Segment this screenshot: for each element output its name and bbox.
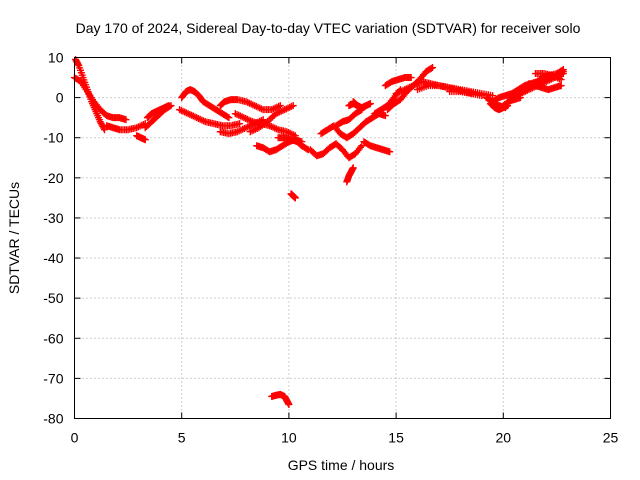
- data-point: [141, 136, 149, 144]
- y-tick-label: -10: [43, 130, 63, 146]
- y-tick-label: 10: [48, 50, 64, 66]
- data-point: [558, 66, 566, 74]
- data-point: [224, 113, 232, 121]
- y-tick-label: 0: [56, 90, 64, 106]
- x-tick-label: 25: [603, 430, 619, 446]
- y-tick-label: -40: [43, 250, 63, 266]
- data-point: [289, 102, 297, 110]
- data-point: [236, 120, 244, 128]
- data-point: [269, 113, 277, 121]
- data-point: [366, 100, 374, 108]
- data-point: [357, 143, 365, 151]
- data-point: [349, 164, 357, 172]
- y-tick-label: -20: [43, 170, 63, 186]
- series-arc-b: [71, 74, 130, 124]
- data-marks: [71, 56, 567, 408]
- x-tick-label: 20: [496, 430, 512, 446]
- data-point: [267, 114, 275, 122]
- data-point: [358, 142, 366, 150]
- series-arc-w: [360, 138, 394, 156]
- plot-frame: [74, 57, 611, 419]
- y-tick-label: -60: [43, 330, 63, 346]
- series-arc-q: [306, 140, 366, 162]
- y-tick-label: -50: [43, 290, 63, 306]
- x-tick-label: 0: [71, 430, 79, 446]
- series-arc-ac: [446, 88, 486, 100]
- series-arc-v: [343, 164, 357, 186]
- data-point: [165, 102, 173, 110]
- series-arc-ai: [525, 80, 565, 94]
- x-tick-label: 15: [388, 430, 404, 446]
- data-point: [427, 64, 435, 72]
- data-point: [386, 148, 394, 156]
- x-axis-label: GPS time / hours: [288, 457, 395, 473]
- series-arc-aj: [531, 70, 565, 84]
- series-arc-d: [133, 132, 149, 144]
- series-arc-u: [349, 98, 374, 112]
- data-point: [429, 64, 437, 72]
- data-point: [559, 66, 567, 74]
- x-tick-label: 10: [281, 430, 297, 446]
- data-point: [303, 145, 311, 153]
- data-point: [291, 194, 299, 202]
- x-tick-label: 5: [178, 430, 186, 446]
- y-axis-label: SDTVAR / TECUs: [6, 182, 22, 294]
- data-point: [407, 74, 415, 82]
- data-point: [276, 102, 284, 110]
- data-point: [478, 92, 486, 100]
- series-arc-ak: [504, 94, 524, 106]
- y-tick-label: -30: [43, 210, 63, 226]
- y-tick-label: -80: [43, 411, 63, 427]
- series-arc-c: [103, 120, 149, 134]
- series-arc-l: [246, 102, 297, 136]
- chart-title: Day 170 of 2024, Sidereal Day-to-day VTE…: [76, 20, 581, 36]
- y-tick-label: -70: [43, 370, 63, 386]
- data-point: [557, 82, 565, 90]
- series-arc-p: [268, 390, 293, 408]
- axis-ticks: 0 5 10 15 20 25 10 0 -10 -20 -30 -40 -50 -60 -70 -80: [43, 50, 618, 446]
- data-point: [225, 114, 233, 122]
- data-point: [557, 76, 565, 84]
- series-arc-j: [216, 96, 284, 114]
- data-point: [516, 94, 524, 102]
- data-point: [381, 112, 389, 120]
- data-point: [122, 116, 130, 124]
- data-point: [489, 92, 497, 100]
- series-arc-o: [287, 190, 299, 202]
- series-arc-z: [381, 74, 415, 90]
- series-arc-f: [143, 102, 173, 122]
- series-arc-h: [176, 106, 244, 130]
- data-point: [101, 126, 109, 134]
- series-arc-g: [178, 86, 233, 122]
- data-point: [285, 400, 293, 408]
